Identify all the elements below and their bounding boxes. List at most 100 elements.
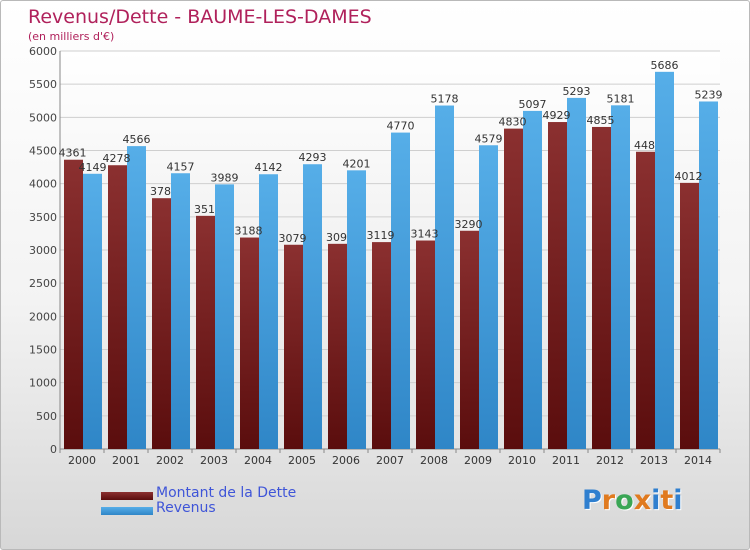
- bar-dette: [196, 215, 215, 449]
- data-label-dette: 4278: [103, 152, 131, 165]
- y-tick-label: 6000: [29, 45, 57, 58]
- y-tick-label: 4000: [29, 178, 57, 191]
- y-tick-label: 1000: [29, 377, 57, 390]
- data-label-revenus: 4201: [343, 157, 371, 170]
- bar-dette: [504, 128, 523, 450]
- y-tick-label: 3000: [29, 244, 57, 257]
- proxiti-logo: Proxiti: [582, 485, 683, 516]
- data-label-revenus: 4566: [123, 133, 151, 146]
- data-label-revenus: 4293: [299, 151, 327, 164]
- data-label-revenus: 3989: [211, 171, 239, 184]
- x-tick-label: 2014: [684, 454, 712, 467]
- bar-dette: [680, 182, 699, 449]
- bar-revenus: [171, 173, 190, 450]
- data-label-revenus: 4579: [475, 132, 503, 145]
- x-tick-label: 2010: [508, 454, 536, 467]
- bar-revenus: [347, 170, 366, 449]
- bar-dette: [108, 165, 127, 449]
- x-tick-label: 2000: [68, 454, 96, 467]
- y-tick-label: 500: [36, 410, 57, 423]
- data-label-dette: 4012: [675, 170, 703, 183]
- legend-label-dette: Montant de la Dette: [156, 485, 297, 501]
- data-label-dette: 3079: [279, 232, 307, 245]
- logo-letter: P: [582, 485, 602, 516]
- bar-revenus: [479, 145, 498, 449]
- data-label-revenus: 4142: [255, 161, 283, 174]
- data-label-dette: 378: [150, 185, 171, 198]
- logo-letter: o: [615, 485, 634, 516]
- data-label-revenus: 5686: [651, 59, 679, 72]
- chart-subtitle: (en milliers d'€): [28, 30, 115, 43]
- data-label-dette: 3119: [367, 229, 395, 242]
- data-label-revenus: 5293: [563, 85, 591, 98]
- x-tick-label: 2003: [200, 454, 228, 467]
- y-tick-label: 2500: [29, 277, 57, 290]
- bar-dette: [152, 198, 171, 449]
- x-tick-label: 2002: [156, 454, 184, 467]
- bar-dette: [240, 237, 259, 449]
- bar-revenus: [215, 184, 234, 449]
- legend-label-revenus: Revenus: [156, 500, 216, 516]
- y-tick-label: 3500: [29, 211, 57, 224]
- logo-letter: t: [660, 485, 674, 516]
- legend-swatch-dette: [101, 492, 153, 500]
- y-tick-label: 4500: [29, 145, 57, 158]
- bar-revenus: [435, 105, 454, 449]
- data-label-revenus: 4157: [167, 160, 195, 173]
- bar-dette: [284, 244, 303, 449]
- x-tick-label: 2007: [376, 454, 404, 467]
- data-label-dette: 3143: [411, 228, 439, 241]
- bar-dette: [636, 151, 655, 450]
- data-label-revenus: 4770: [387, 120, 415, 133]
- chart-title: Revenus/Dette - BAUME-LES-DAMES: [28, 6, 372, 28]
- data-label-dette: 3188: [235, 225, 263, 238]
- x-tick-label: 2001: [112, 454, 140, 467]
- data-label-dette: 351: [194, 203, 215, 216]
- bar-dette: [548, 122, 567, 449]
- x-tick-label: 2011: [552, 454, 580, 467]
- x-tick-label: 2005: [288, 454, 316, 467]
- bar-revenus: [391, 132, 410, 449]
- bar-revenus: [655, 71, 674, 449]
- logo-letter: r: [601, 485, 616, 516]
- x-tick-label: 2013: [640, 454, 668, 467]
- y-tick-label: 5000: [29, 111, 57, 124]
- y-tick-label: 1500: [29, 344, 57, 357]
- bar-revenus: [567, 97, 586, 449]
- logo-letter: x: [633, 485, 652, 516]
- data-label-dette: 3290: [455, 218, 483, 231]
- bar-revenus: [127, 146, 146, 449]
- logo-letter: i: [673, 485, 683, 516]
- logo-letter: i: [651, 485, 661, 516]
- data-label-revenus: 5239: [695, 88, 723, 101]
- data-label-dette: 4929: [543, 109, 571, 122]
- data-label-revenus: 5097: [519, 98, 547, 111]
- bar-dette: [372, 242, 391, 449]
- data-label-dette: 4855: [587, 114, 615, 127]
- y-tick-label: 0: [50, 443, 57, 456]
- bar-revenus: [303, 164, 322, 449]
- bar-dette: [64, 159, 83, 449]
- bar-revenus: [523, 110, 542, 450]
- x-tick-label: 2012: [596, 454, 624, 467]
- data-label-revenus: 5181: [607, 92, 635, 105]
- x-tick-label: 2006: [332, 454, 360, 467]
- x-tick-label: 2004: [244, 454, 272, 467]
- y-tick-label: 2000: [29, 310, 57, 323]
- bar-dette: [592, 126, 611, 450]
- data-label-dette: 309: [326, 231, 347, 244]
- data-label-dette: 4830: [499, 116, 527, 129]
- data-label-revenus: 5178: [431, 93, 459, 106]
- x-tick-label: 2008: [420, 454, 448, 467]
- data-label-dette: 4361: [59, 147, 87, 160]
- bar-revenus: [83, 173, 102, 449]
- bar-dette: [328, 243, 347, 449]
- bar-dette: [460, 230, 479, 449]
- data-label-revenus: 4149: [79, 161, 107, 174]
- data-label-dette: 448: [634, 139, 655, 152]
- bar-revenus: [611, 105, 630, 450]
- bar-revenus: [259, 174, 278, 450]
- bar-revenus: [699, 101, 718, 449]
- y-tick-label: 5500: [29, 78, 57, 91]
